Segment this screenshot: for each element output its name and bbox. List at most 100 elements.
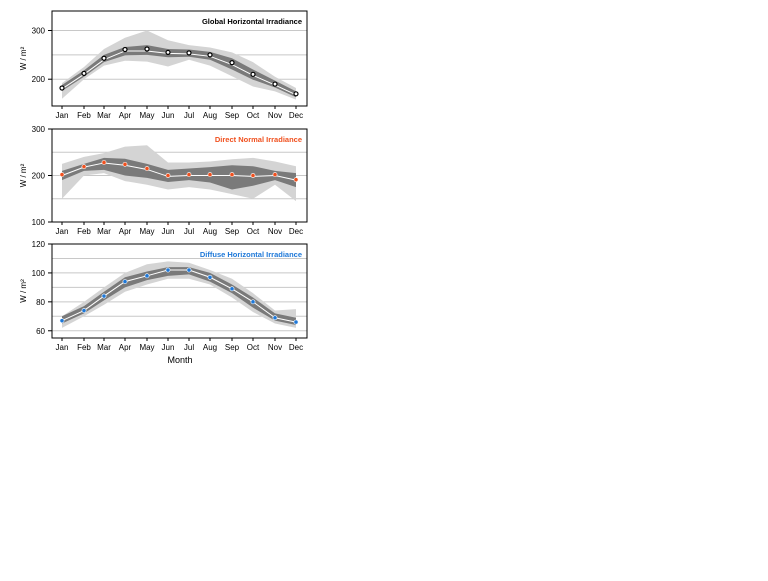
x-tick-label: Jul xyxy=(184,111,194,120)
y-axis-label: W / m² xyxy=(19,46,28,70)
mean-point xyxy=(250,299,256,305)
inner-range-band xyxy=(62,45,296,98)
mean-point xyxy=(81,308,87,313)
mean-point xyxy=(59,85,65,91)
mean-point xyxy=(59,318,65,324)
mean-point xyxy=(207,52,213,58)
x-axis-label: Month xyxy=(167,355,192,365)
y-tick-label: 60 xyxy=(36,327,45,336)
median-line xyxy=(61,50,297,96)
x-tick-label: May xyxy=(139,227,154,236)
y-axis-label: W / m² xyxy=(19,279,28,303)
y-tick-label: 200 xyxy=(32,172,46,181)
x-tick-label: Apr xyxy=(119,111,132,120)
mean-point xyxy=(250,173,256,178)
x-tick-label: Mar xyxy=(97,227,111,236)
x-tick-label: May xyxy=(139,111,154,120)
mean-point xyxy=(144,46,150,52)
outer-range-band xyxy=(62,261,296,328)
y-tick-label: 300 xyxy=(32,125,46,134)
x-tick-label: Jul xyxy=(184,343,194,352)
x-tick-label: Dec xyxy=(289,227,303,236)
plot-frame xyxy=(51,243,308,339)
x-tick-label: Feb xyxy=(77,227,91,236)
x-tick-label: Feb xyxy=(77,343,91,352)
x-tick-label: Sep xyxy=(225,111,240,120)
mean-point xyxy=(229,172,235,177)
mean-point xyxy=(272,81,278,87)
x-tick-label: Nov xyxy=(268,111,282,120)
inner-range-band xyxy=(62,267,296,325)
mean-point xyxy=(207,274,213,280)
outer-range-band xyxy=(62,30,296,100)
mean-point xyxy=(101,55,107,61)
mean-point xyxy=(101,160,107,165)
x-tick-label: Sep xyxy=(225,227,240,236)
y-tick-label: 120 xyxy=(32,240,46,249)
panel-diffuse-horizontal: 60 80 100 120 Jan Feb Mar Apr May Jun Jul Aug Sep Oct… xyxy=(19,240,308,352)
x-tick-label: Jun xyxy=(162,227,175,236)
x-tick-label: Oct xyxy=(247,343,260,352)
mean-point xyxy=(59,172,65,177)
y-axis-label: W / m² xyxy=(19,163,28,187)
mean-point xyxy=(144,273,150,279)
plot-frame xyxy=(51,10,308,107)
x-tick-label: Dec xyxy=(289,111,303,120)
mean-point xyxy=(293,91,299,97)
mean-point xyxy=(293,177,299,183)
x-tick-label: Jan xyxy=(56,111,69,120)
x-tick-label: Mar xyxy=(97,111,111,120)
mean-point xyxy=(122,279,128,284)
mean-point xyxy=(186,50,192,56)
mean-point xyxy=(186,172,192,177)
mean-point xyxy=(81,70,87,76)
x-tick-label: Nov xyxy=(268,227,282,236)
mean-point xyxy=(144,166,150,171)
mean-point xyxy=(207,172,213,177)
x-tick-label: Jun xyxy=(162,343,175,352)
mean-point xyxy=(272,315,278,321)
x-tick-label: Apr xyxy=(119,343,132,352)
mean-point xyxy=(293,319,299,325)
x-tick-label: Oct xyxy=(247,111,260,120)
x-tick-label: Feb xyxy=(77,111,91,120)
x-tick-label: May xyxy=(139,343,154,352)
x-tick-label: Jul xyxy=(184,227,194,236)
mean-point xyxy=(81,164,87,170)
x-tick-label: Mar xyxy=(97,343,111,352)
y-tick-label: 200 xyxy=(32,75,46,84)
x-tick-label: Sep xyxy=(225,343,240,352)
x-tick-label: Aug xyxy=(203,343,217,352)
mean-point xyxy=(229,286,235,292)
x-tick-label: Aug xyxy=(203,227,217,236)
inner-range-band xyxy=(62,157,296,190)
y-tick-label: 100 xyxy=(32,218,46,227)
mean-point xyxy=(101,293,107,299)
mean-point xyxy=(165,267,171,273)
panel-title: Diffuse Horizontal Irradiance xyxy=(200,250,302,259)
panel-title: Global Horizontal Irradiance xyxy=(202,17,302,26)
x-tick-label: Nov xyxy=(268,343,282,352)
mean-point xyxy=(229,60,235,66)
mean-point xyxy=(165,173,171,178)
mean-point xyxy=(250,71,256,77)
x-tick-label: Oct xyxy=(247,227,260,236)
y-tick-label: 80 xyxy=(36,298,45,307)
panel-global-horizontal: 200 300 Jan Feb Mar Apr May Jun Jul Aug Sep Oct Nov D… xyxy=(19,10,308,120)
median-line xyxy=(61,269,297,323)
x-tick-label: Apr xyxy=(119,227,132,236)
y-tick-label: 300 xyxy=(32,26,46,35)
panel-title: Direct Normal Irradiance xyxy=(215,135,302,144)
x-tick-label: Jun xyxy=(162,111,175,120)
mean-point xyxy=(122,46,128,53)
mean-point xyxy=(272,172,278,177)
panel-direct-normal: 100 200 300 Jan Feb Mar Apr May Jun Jul Aug Sep Oct N… xyxy=(19,125,308,236)
x-tick-label: Dec xyxy=(289,343,303,352)
y-tick-label: 100 xyxy=(32,269,46,278)
median-line xyxy=(61,162,297,181)
x-tick-label: Jan xyxy=(56,227,69,236)
mean-point xyxy=(186,267,192,273)
x-tick-label: Jan xyxy=(56,343,69,352)
mean-point xyxy=(122,161,128,167)
